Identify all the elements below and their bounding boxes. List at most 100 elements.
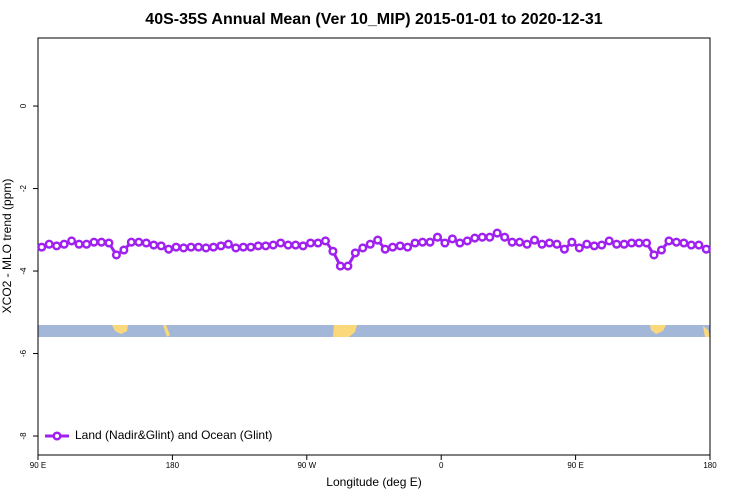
data-point <box>664 236 674 246</box>
data-point <box>649 250 659 260</box>
data-point <box>291 240 301 250</box>
data-point <box>37 242 47 252</box>
y-tick-label: 0 <box>19 103 28 108</box>
x-axis-label: Longitude (deg E) <box>326 475 421 489</box>
data-point <box>529 235 540 245</box>
data-point <box>365 239 375 249</box>
data-point <box>686 240 696 250</box>
data-point <box>276 238 286 248</box>
data-point <box>634 238 644 248</box>
data-point <box>104 238 114 248</box>
y-axis-label: XCO2 - MLO trend (ppm) <box>0 179 14 314</box>
data-point <box>74 239 84 249</box>
data-point <box>477 232 487 242</box>
data-point <box>470 233 480 243</box>
data-point <box>410 238 420 248</box>
data-point <box>403 242 413 252</box>
data-point <box>119 245 129 255</box>
data-point <box>335 261 345 271</box>
data-point <box>552 239 562 249</box>
data-point <box>619 239 629 249</box>
ocean <box>38 325 710 337</box>
data-point <box>305 238 316 248</box>
data-point <box>238 242 248 252</box>
data-point <box>679 238 689 248</box>
data-point <box>627 238 637 248</box>
x-tick-label: 180 <box>703 461 717 470</box>
data-point <box>522 239 532 249</box>
data-point <box>223 239 233 249</box>
data-point <box>89 237 99 247</box>
data-point <box>701 244 711 254</box>
y-tick-label: -6 <box>19 349 28 357</box>
data-point <box>582 239 592 249</box>
data-point <box>380 244 390 254</box>
data-point <box>298 241 308 251</box>
data-point <box>694 240 704 250</box>
data-point <box>231 243 241 253</box>
data-point <box>671 237 681 247</box>
data-point <box>164 244 174 254</box>
data-point <box>313 238 323 248</box>
data-point <box>350 248 360 258</box>
data-point <box>589 241 599 251</box>
data-point <box>395 241 405 251</box>
data-point <box>515 237 525 247</box>
data-point <box>216 241 226 251</box>
data-point <box>149 240 159 250</box>
data-point <box>208 242 219 252</box>
data-point <box>641 238 652 248</box>
data-point <box>81 239 92 249</box>
data-point <box>126 237 136 247</box>
land <box>112 325 128 334</box>
data-point <box>261 241 271 251</box>
data-point <box>179 243 189 253</box>
land <box>333 325 357 337</box>
data-point <box>388 242 398 252</box>
data-point <box>597 240 607 250</box>
y-tick-label: -8 <box>19 432 28 440</box>
data-point <box>268 240 278 250</box>
data-point <box>134 237 144 247</box>
data-point <box>141 238 151 248</box>
data-point <box>507 237 517 247</box>
data-point <box>59 239 69 249</box>
x-tick-label: 0 <box>439 461 444 470</box>
data-point <box>440 238 450 248</box>
x-tick-label: 90 E <box>30 461 46 470</box>
data-point <box>328 246 338 256</box>
data-point <box>567 237 577 247</box>
data-point <box>283 240 293 250</box>
data-point <box>425 237 435 247</box>
data-point <box>156 241 166 251</box>
legend-marker <box>52 431 62 441</box>
data-point <box>246 242 256 252</box>
data-point <box>343 261 353 271</box>
data-point <box>559 244 569 254</box>
land <box>163 325 170 337</box>
data-point <box>417 237 428 247</box>
data-point <box>492 228 502 238</box>
data-point <box>604 236 614 246</box>
x-tick-label: 90 W <box>297 461 316 470</box>
data-point <box>537 239 547 249</box>
land <box>650 325 666 334</box>
data-point <box>656 245 667 255</box>
data-point <box>171 242 181 252</box>
legend-label: Land (Nadir&Glint) and Ocean (Glint) <box>75 428 272 442</box>
y-tick-label: -4 <box>19 267 28 275</box>
land <box>703 326 710 337</box>
data-point <box>612 239 622 249</box>
y-tick-label: -2 <box>19 184 28 192</box>
data-point <box>201 243 211 253</box>
data-point <box>186 242 196 252</box>
data-point <box>96 237 107 247</box>
data-point <box>44 239 54 249</box>
data-point <box>500 232 510 242</box>
x-tick-label: 180 <box>166 461 180 470</box>
data-point <box>358 243 368 253</box>
data-point <box>485 232 495 242</box>
data-point <box>373 235 383 245</box>
